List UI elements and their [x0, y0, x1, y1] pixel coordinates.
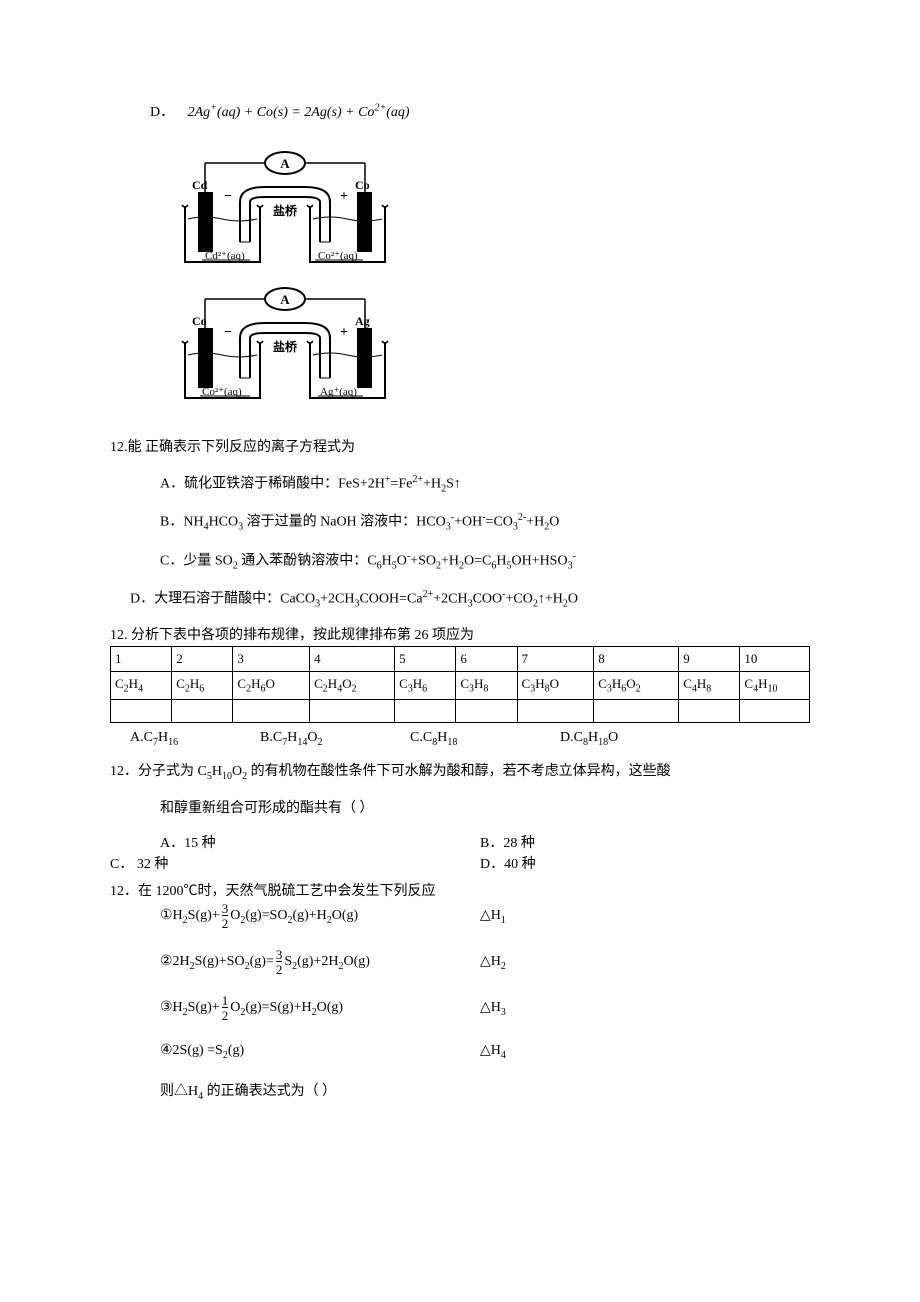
- r3-dh: △H3: [480, 997, 506, 1020]
- option-d-label: D．: [150, 105, 174, 120]
- r1-prefix: ①H2S(g)+: [160, 905, 220, 928]
- r2-suffix: S2(g)+2H2O(g): [284, 951, 370, 974]
- table-cell: C2H4: [111, 671, 172, 699]
- q12-table-heading: 12. 分析下表中各项的排布规律，按此规律排布第 26 项应为: [110, 625, 810, 646]
- cell1-right-sign: +: [340, 189, 348, 204]
- table-cell: [233, 699, 310, 722]
- q12-table-opt-a: A.C7H16: [130, 727, 260, 750]
- table-cell: 6: [456, 647, 517, 672]
- q12-ester: 12．分子式为 C5H10O2 的有机物在酸性条件下可水解为酸和醇，若不考虑立体…: [110, 761, 810, 875]
- frac-icon: 12: [222, 994, 229, 1022]
- q12-ionic-b: B．NH4HCO3 溶于过量的 NaOH 溶液中：HCO3-+OH-=CO32-…: [160, 510, 810, 534]
- cell1-left-sign: −: [224, 189, 232, 204]
- q12-ionic-heading: 12.能 正确表示下列反应的离子方程式为: [110, 437, 810, 458]
- table-cell: [456, 699, 517, 722]
- table-cell: 5: [395, 647, 456, 672]
- cell1-right-electrode: Co: [355, 178, 370, 192]
- q12-thermo-final: 则△H4 的正确表达式为（ ）: [160, 1081, 810, 1104]
- frac-icon: 32: [276, 948, 283, 976]
- q12-table-opt-d: D.C8H18O: [560, 727, 618, 750]
- reaction-2: ②2H2S(g)+SO2(g)= 32 S2(g)+2H2O(g) △H2: [160, 948, 810, 976]
- reaction-1: ①H2S(g)+ 32 O2(g)=SO2(g)+H2O(g) △H1: [160, 902, 810, 930]
- table-cell: C3H8O: [517, 671, 594, 699]
- r4-dh: △H4: [480, 1040, 506, 1063]
- q12-ester-line2: 和醇重新组合可形成的酯共有（ ）: [160, 798, 810, 819]
- cell1-left-electrode: Cd: [192, 178, 208, 192]
- table-row: 1 2 3 4 5 6 7 8 9 10: [111, 647, 810, 672]
- r3-prefix: ③H2S(g)+: [160, 997, 220, 1020]
- q12-table: 12. 分析下表中各项的排布规律，按此规律排布第 26 项应为 1 2 3 4 …: [110, 625, 810, 749]
- q12-ionic-c: C．少量 SO2 通入苯酚钠溶液中：C6H5O-+SO2+H2O=C6H5OH+…: [160, 549, 810, 573]
- q12-ester-opt-c: C． 32 种: [110, 854, 480, 875]
- q12-ionic-a: A．硫化亚铁溶于稀硝酸中：FeS+2H+=Fe2++H2S↑: [160, 472, 810, 496]
- r3-suffix: O2(g)=S(g)+H2O(g): [230, 997, 343, 1020]
- table-cell: C3H6O2: [594, 671, 679, 699]
- q12-ester-opt-d: D．40 种: [480, 854, 536, 875]
- table-row: C2H4 C2H6 C2H6O C2H4O2 C3H6 C3H8 C3H8O C…: [111, 671, 810, 699]
- r4-eq: ④2S(g) =S2(g): [160, 1040, 244, 1063]
- cell2-right-electrode: Ag: [355, 314, 370, 328]
- table-cell: [172, 699, 233, 722]
- table-cell: 4: [310, 647, 395, 672]
- table-cell: [679, 699, 740, 722]
- r2-prefix: ②2H2S(g)+SO2(g)=: [160, 951, 274, 974]
- table-cell: [310, 699, 395, 722]
- option-d-equation: D． 2Ag+(aq) + Co(s) = 2Ag(s) + Co2+(aq): [150, 100, 810, 123]
- option-d-eq: 2Ag+(aq) + Co(s) = 2Ag(s) + Co2+(aq): [188, 105, 410, 120]
- cell1-bridge-label: 盐桥: [273, 203, 298, 218]
- q12-ester-opt-b: B．28 种: [480, 833, 535, 854]
- r1-dh: △H1: [480, 905, 506, 928]
- table-row: [111, 699, 810, 722]
- table-cell: C2H6: [172, 671, 233, 699]
- table-cell: 10: [740, 647, 810, 672]
- q12-ester-line1: 12．分子式为 C5H10O2 的有机物在酸性条件下可水解为酸和醇，若不考虑立体…: [110, 761, 810, 784]
- cell2-right-sign: +: [340, 325, 348, 340]
- q12-thermo-heading: 12．在 1200℃时，天然气脱硫工艺中会发生下列反应: [110, 881, 810, 902]
- cell-diagrams: A Cd − Cd²⁺(aq) Co + Co²⁺(aq) 盐桥 A: [180, 147, 810, 413]
- table-cell: C2H6O: [233, 671, 310, 699]
- cell2-bridge-label: 盐桥: [273, 339, 298, 354]
- table-cell: [740, 699, 810, 722]
- cell-diagram-2: A Co − Co²⁺(aq) Ag + Ag⁺(aq) 盐桥: [180, 283, 390, 413]
- cell-diagram-1: A Cd − Cd²⁺(aq) Co + Co²⁺(aq) 盐桥: [180, 147, 390, 277]
- table-cell: 3: [233, 647, 310, 672]
- ammeter-label-2: A: [280, 292, 290, 307]
- pattern-table: 1 2 3 4 5 6 7 8 9 10 C2H4 C2H6 C2H6O C2H…: [110, 646, 810, 722]
- table-cell: C4H10: [740, 671, 810, 699]
- reaction-3: ③H2S(g)+ 12 O2(g)=S(g)+H2O(g) △H3: [160, 994, 810, 1022]
- table-cell: 2: [172, 647, 233, 672]
- q12-ionic: 12.能 正确表示下列反应的离子方程式为 A．硫化亚铁溶于稀硝酸中：FeS+2H…: [110, 437, 810, 612]
- table-cell: [517, 699, 594, 722]
- table-cell: 1: [111, 647, 172, 672]
- table-cell: [594, 699, 679, 722]
- table-cell: C3H8: [456, 671, 517, 699]
- ammeter-label-1: A: [280, 156, 290, 171]
- frac-icon: 32: [222, 902, 229, 930]
- q12-ester-opt-a: A．15 种: [160, 833, 480, 854]
- table-cell: C2H4O2: [310, 671, 395, 699]
- table-cell: [111, 699, 172, 722]
- table-cell: 7: [517, 647, 594, 672]
- table-cell: 9: [679, 647, 740, 672]
- q12-thermo: 12．在 1200℃时，天然气脱硫工艺中会发生下列反应 ①H2S(g)+ 32 …: [110, 881, 810, 1104]
- table-cell: C3H6: [395, 671, 456, 699]
- q12-ionic-d: D．大理石溶于醋酸中：CaCO3+2CH3COOH=Ca2++2CH3COO-+…: [130, 587, 810, 611]
- table-cell: [395, 699, 456, 722]
- table-cell: C4H8: [679, 671, 740, 699]
- q12-table-options: A.C7H16 B.C7H14O2 C.C8H18 D.C8H18O: [110, 727, 810, 750]
- q12-table-opt-b: B.C7H14O2: [260, 727, 410, 750]
- table-cell: 8: [594, 647, 679, 672]
- r2-dh: △H2: [480, 951, 506, 974]
- r1-suffix: O2(g)=SO2(g)+H2O(g): [230, 905, 358, 928]
- q12-table-opt-c: C.C8H18: [410, 727, 560, 750]
- cell2-left-sign: −: [224, 325, 232, 340]
- reaction-4: ④2S(g) =S2(g) △H4: [160, 1040, 810, 1063]
- cell2-left-electrode: Co: [192, 314, 207, 328]
